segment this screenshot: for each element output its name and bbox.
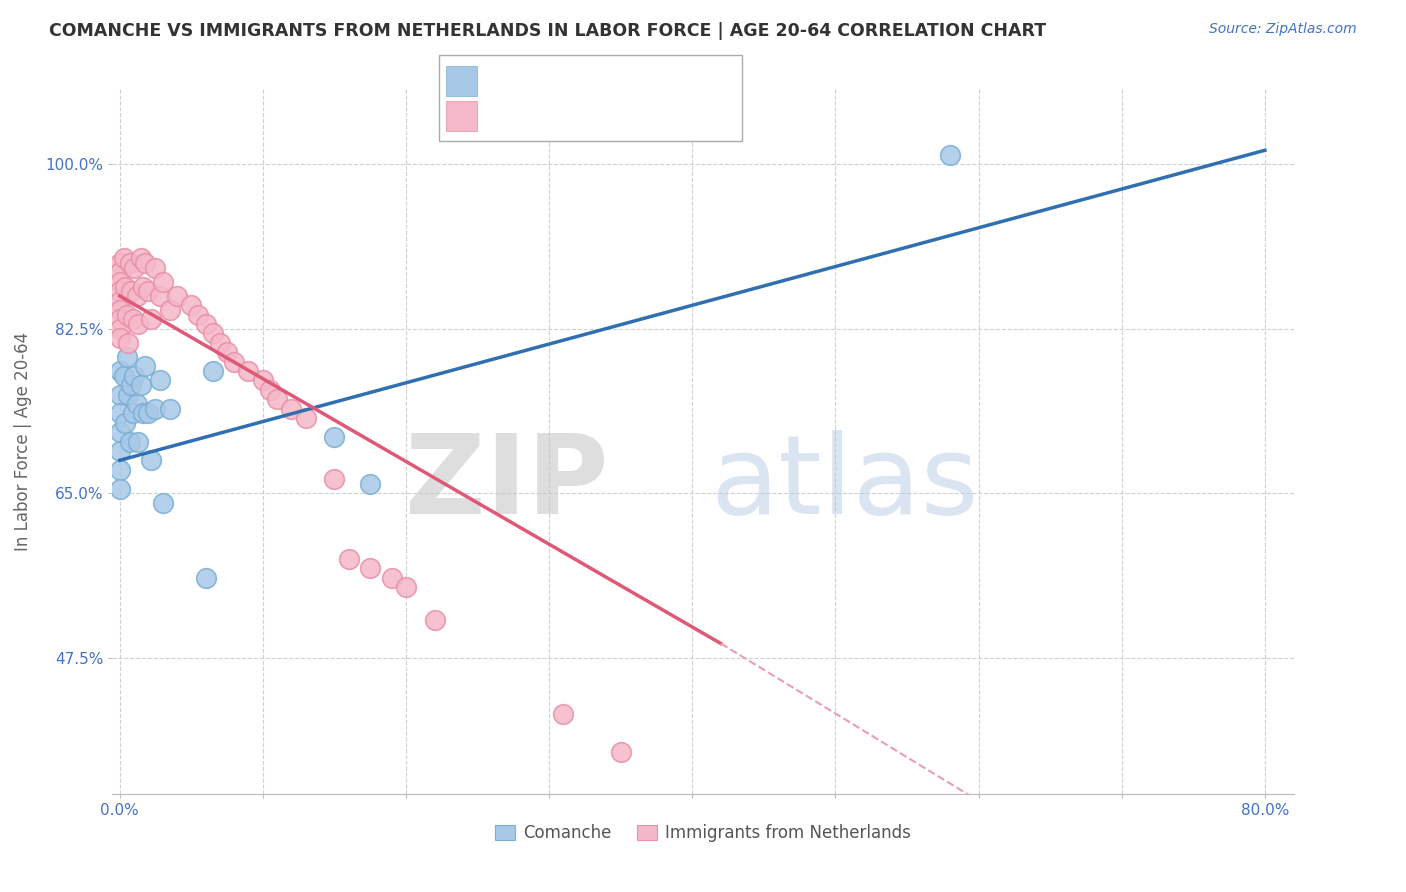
Point [121,312,143,326]
Point [134,256,156,270]
Text: R =  0.628   N =  31: R = 0.628 N = 31 [482,72,650,90]
Point [201,326,224,341]
Point [125,397,148,411]
Point [187,308,209,322]
Text: ZIP: ZIP [405,430,609,537]
Point [194,571,217,585]
Point [120,378,142,392]
Point [252,374,274,388]
Point [208,335,231,350]
Text: Source: ZipAtlas.com: Source: ZipAtlas.com [1209,22,1357,37]
Text: atlas: atlas [710,430,979,537]
Point [127,434,149,449]
Point [131,279,153,293]
Point [323,430,346,444]
Point [201,364,224,378]
Point [609,745,631,759]
Point [125,289,148,303]
Point [129,378,152,392]
Point [108,312,131,326]
Point [238,364,260,378]
Point [159,401,181,416]
Point [553,706,575,721]
Point [266,392,288,407]
Point [145,260,167,275]
Text: COMANCHE VS IMMIGRANTS FROM NETHERLANDS IN LABOR FORCE | AGE 20-64 CORRELATION C: COMANCHE VS IMMIGRANTS FROM NETHERLANDS … [49,22,1046,40]
Point [180,298,202,312]
Point [149,374,172,388]
Point [294,411,316,425]
Point [145,401,167,416]
Point [117,387,139,401]
Point [122,368,145,383]
Point [395,580,418,594]
Text: R = -0.484   N =  50: R = -0.484 N = 50 [482,107,650,125]
Point [224,354,246,368]
Point [134,359,156,374]
Point [152,495,174,509]
Point [108,284,131,298]
Point [121,406,143,420]
Point [280,401,302,416]
Point [337,552,360,566]
Point [108,322,131,336]
Point [359,476,381,491]
Point [115,350,138,364]
Point [127,317,149,331]
Point [139,312,162,326]
Point [108,303,131,318]
Point [136,406,159,420]
Point [131,406,153,420]
Point [152,275,174,289]
Point [115,308,138,322]
Point [108,275,131,289]
Point [118,434,141,449]
Point [129,252,152,266]
Point [939,148,962,162]
Point [139,453,162,467]
Point [194,317,217,331]
Point [118,256,141,270]
Point [108,256,131,270]
Point [359,561,381,575]
Point [381,571,404,585]
Point [166,289,188,303]
Point [108,331,131,345]
Point [108,293,131,308]
Point [149,289,172,303]
Point [112,252,135,266]
Y-axis label: In Labor Force | Age 20-64: In Labor Force | Age 20-64 [14,332,31,551]
Point [159,303,181,318]
Point [114,416,136,430]
Point [259,383,281,397]
Point [108,425,131,439]
Point [108,387,131,401]
Point [108,463,131,477]
Point [117,335,139,350]
Point [108,482,131,496]
Point [112,368,135,383]
Point [108,265,131,279]
Point [323,472,346,486]
Point [122,260,145,275]
Point [136,284,159,298]
Point [215,345,238,359]
Point [108,444,131,458]
Point [108,406,131,420]
Point [423,613,446,627]
Legend: Comanche, Immigrants from Netherlands: Comanche, Immigrants from Netherlands [488,818,918,849]
Point [114,279,136,293]
Point [120,284,142,298]
Point [108,364,131,378]
